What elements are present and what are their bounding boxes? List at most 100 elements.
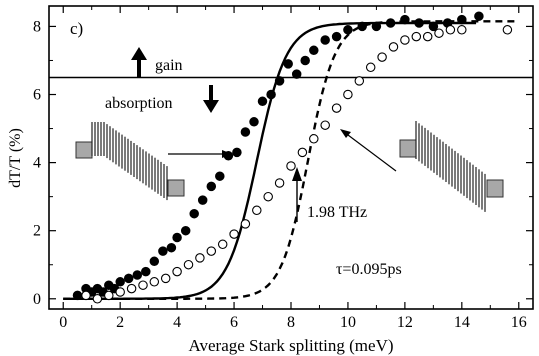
data-point-open bbox=[297, 147, 308, 158]
tau-label: τ=0.095ps bbox=[336, 261, 402, 278]
data-point-filled bbox=[357, 21, 367, 32]
x-tick-label: 10 bbox=[340, 314, 356, 331]
data-point-open bbox=[217, 239, 228, 250]
data-point-filled bbox=[172, 232, 182, 243]
frequency-arrow-icon bbox=[292, 167, 302, 222]
data-point-open bbox=[320, 120, 330, 130]
data-point-open bbox=[457, 25, 467, 35]
y-tick-labels: 0 2 4 6 8 bbox=[33, 18, 41, 307]
absorption-label: absorption bbox=[105, 95, 173, 112]
data-point-open bbox=[263, 191, 273, 202]
data-point-open bbox=[274, 178, 285, 188]
data-point-filled bbox=[309, 45, 319, 56]
arrow-to-open-curve-icon bbox=[340, 129, 397, 172]
data-point-open bbox=[138, 280, 148, 290]
y-tick-label: 2 bbox=[33, 223, 41, 240]
x-tick-label: 12 bbox=[397, 314, 413, 331]
data-point-filled bbox=[457, 14, 467, 25]
x-tick-label: 6 bbox=[230, 314, 238, 331]
x-tick-label: 14 bbox=[454, 314, 470, 331]
data-point-filled bbox=[266, 89, 276, 100]
data-point-open bbox=[252, 205, 262, 216]
data-point-filled bbox=[215, 171, 225, 181]
data-point-open bbox=[422, 31, 433, 42]
data-point-open bbox=[183, 259, 194, 270]
data-point-filled bbox=[320, 35, 330, 45]
data-point-filled bbox=[206, 181, 217, 192]
data-point-open bbox=[92, 294, 103, 304]
data-point-open bbox=[502, 25, 513, 35]
data-point-filled bbox=[232, 147, 242, 158]
down-arrow-icon bbox=[203, 85, 219, 113]
data-point-open bbox=[149, 277, 160, 287]
data-point-filled bbox=[257, 96, 268, 107]
data-point-filled bbox=[428, 21, 439, 32]
data-point-open bbox=[195, 253, 205, 263]
data-point-filled bbox=[385, 18, 396, 28]
data-point-open bbox=[240, 219, 251, 229]
data-point-filled bbox=[249, 117, 259, 127]
data-point-filled bbox=[343, 25, 353, 35]
data-point-open bbox=[354, 76, 365, 86]
data-point-filled bbox=[300, 55, 310, 66]
x-tick-label: 16 bbox=[511, 314, 527, 331]
data-point-filled bbox=[132, 270, 143, 280]
data-point-open bbox=[104, 290, 114, 301]
data-point-open bbox=[388, 42, 399, 52]
data-point-filled bbox=[474, 11, 484, 21]
data-points bbox=[72, 11, 513, 304]
data-point-open bbox=[286, 161, 296, 171]
x-tick-label: 8 bbox=[287, 314, 295, 331]
axis-ticks bbox=[49, 6, 533, 309]
data-point-open bbox=[434, 28, 444, 38]
data-point-open bbox=[160, 273, 171, 284]
data-point-filled bbox=[291, 69, 302, 79]
data-point-open bbox=[445, 25, 456, 35]
data-point-open bbox=[400, 35, 410, 45]
x-tick-label: 4 bbox=[173, 314, 181, 331]
data-point-filled bbox=[158, 246, 168, 256]
data-point-open bbox=[365, 62, 376, 73]
data-point-filled bbox=[400, 14, 410, 25]
data-point-open bbox=[309, 134, 319, 144]
arrow-to-filled-curve-icon bbox=[168, 150, 232, 158]
frequency-label: 1.98 THz bbox=[307, 204, 367, 221]
data-point-open bbox=[115, 287, 125, 297]
fit-curve-open bbox=[63, 20, 519, 300]
band-diagram-right-icon bbox=[399, 121, 504, 212]
data-point-filled bbox=[149, 256, 160, 267]
data-point-filled bbox=[331, 31, 342, 42]
data-point-open bbox=[343, 89, 353, 100]
data-point-open bbox=[206, 246, 217, 256]
y-tick-label: 8 bbox=[33, 18, 41, 35]
x-axis-label: Average Stark splitting (meV) bbox=[188, 336, 393, 355]
y-axis-label: dT/T (%) bbox=[7, 128, 24, 188]
data-point-filled bbox=[283, 59, 293, 69]
y-tick-label: 4 bbox=[33, 155, 41, 172]
data-point-filled bbox=[197, 195, 208, 205]
up-arrow-icon bbox=[131, 47, 147, 78]
data-point-filled bbox=[180, 225, 191, 236]
data-point-filled bbox=[189, 208, 199, 219]
data-point-open bbox=[377, 52, 387, 62]
data-point-open bbox=[411, 31, 422, 42]
y-tick-label: 6 bbox=[33, 87, 41, 104]
y-tick-label: 0 bbox=[33, 291, 41, 308]
x-tick-label: 0 bbox=[59, 314, 67, 331]
data-point-filled bbox=[123, 273, 134, 284]
panel-label: c) bbox=[70, 19, 83, 38]
gain-label: gain bbox=[155, 57, 183, 74]
data-point-filled bbox=[166, 242, 177, 253]
data-point-filled bbox=[240, 127, 251, 137]
data-point-filled bbox=[274, 76, 285, 86]
data-point-open bbox=[229, 229, 239, 239]
data-point-open bbox=[81, 290, 91, 301]
data-point-filled bbox=[371, 21, 382, 32]
data-point-filled bbox=[414, 18, 424, 28]
band-diagram-left-icon bbox=[75, 122, 185, 201]
data-point-open bbox=[331, 103, 342, 113]
x-tick-labels: 0 2 4 6 8 10 12 14 16 bbox=[59, 314, 527, 331]
data-point-filled bbox=[72, 290, 83, 301]
data-point-open bbox=[126, 283, 137, 294]
